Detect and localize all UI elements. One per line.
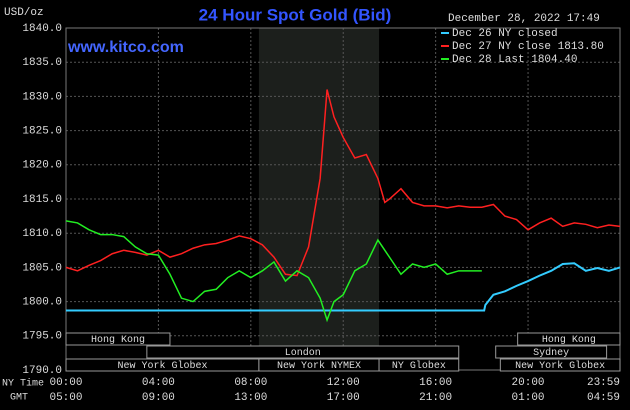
gmt-tick-label: 17:00 — [327, 392, 360, 404]
x-tick-label: 16:00 — [419, 377, 452, 389]
session-label: NY Globex — [392, 360, 446, 372]
series-line — [65, 89, 621, 277]
source: www.kitco.com — [67, 39, 184, 56]
y-tick-label: 1830.0 — [22, 91, 62, 103]
y-tick-label: 1810.0 — [22, 228, 62, 240]
session-box — [65, 332, 171, 346]
y-tick-label: 1790.0 — [22, 365, 62, 377]
series-line — [65, 220, 482, 323]
y-tick-label: 1805.0 — [22, 262, 62, 274]
x-tick-label: 12:00 — [327, 377, 360, 389]
gmt-tick-label: 05:00 — [49, 392, 82, 404]
timestamp: December 28, 2022 17:49 — [448, 13, 600, 25]
legend-label: Dec 28 Last 1804.40 — [452, 54, 577, 66]
x-tick-label: 04:00 — [142, 377, 175, 389]
session-label: Hong Kong — [91, 335, 145, 346]
y-axis-label: USD/oz — [4, 7, 44, 19]
session-label: New York NYMEX — [277, 360, 361, 372]
session-label: New York Globex — [117, 360, 207, 372]
session-label: Hong Kong — [542, 335, 596, 346]
session-box — [146, 345, 460, 359]
y-tick-label: 1800.0 — [22, 297, 62, 309]
session-label: London — [285, 347, 321, 359]
y-tick-label: 1835.0 — [22, 57, 62, 69]
gmt-tick-label: 21:00 — [419, 392, 452, 404]
x-tick-label: 23:59 — [587, 377, 620, 389]
gmt-tick-label: 04:59 — [587, 392, 620, 404]
series-line — [66, 262, 621, 312]
x-tick-label: 20:00 — [512, 377, 545, 389]
legend-label: Dec 26 NY closed — [452, 28, 558, 40]
gmt-tick-label: 01:00 — [512, 392, 545, 404]
session-label: Sydney — [533, 347, 569, 359]
y-tick-label: 1820.0 — [22, 160, 62, 172]
session-box — [517, 332, 621, 346]
chart-title: 24 Hour Spot Gold (Bid) — [199, 5, 392, 24]
x-tick-label: 08:00 — [234, 377, 267, 389]
y-tick-label: 1795.0 — [22, 331, 62, 343]
session-box — [378, 358, 460, 372]
x-tick-label: 00:00 — [49, 377, 82, 389]
y-tick-label: 1840.0 — [22, 23, 62, 35]
session-label: New York Globex — [515, 360, 605, 372]
session-box — [499, 358, 621, 372]
x2-axis-label: GMT — [10, 393, 28, 404]
y-tick-label: 1815.0 — [22, 194, 62, 206]
gmt-tick-label: 13:00 — [234, 392, 267, 404]
legend-label: Dec 27 NY close 1813.80 — [452, 41, 604, 53]
y-tick-label: 1825.0 — [22, 126, 62, 138]
session-box — [495, 345, 608, 359]
x-axis-label: NY Time — [2, 378, 44, 390]
gmt-tick-label: 09:00 — [142, 392, 175, 404]
